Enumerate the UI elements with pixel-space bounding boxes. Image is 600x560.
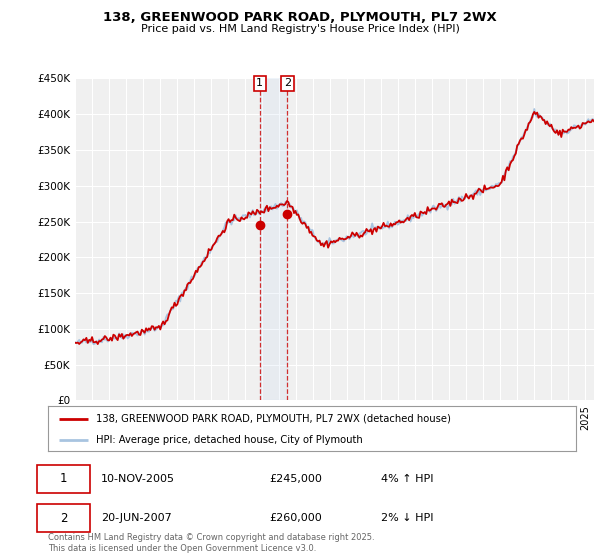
Text: Contains HM Land Registry data © Crown copyright and database right 2025.
This d: Contains HM Land Registry data © Crown c… xyxy=(48,533,374,553)
Text: HPI: Average price, detached house, City of Plymouth: HPI: Average price, detached house, City… xyxy=(95,435,362,445)
Text: £245,000: £245,000 xyxy=(270,474,323,484)
Text: 2% ↓ HPI: 2% ↓ HPI xyxy=(380,513,433,523)
Bar xyxy=(260,78,287,400)
Text: 20-JUN-2007: 20-JUN-2007 xyxy=(101,513,172,523)
Text: 4% ↑ HPI: 4% ↑ HPI xyxy=(380,474,433,484)
Text: 1: 1 xyxy=(256,78,263,88)
Text: 2: 2 xyxy=(284,78,291,88)
Text: 138, GREENWOOD PARK ROAD, PLYMOUTH, PL7 2WX (detached house): 138, GREENWOOD PARK ROAD, PLYMOUTH, PL7 … xyxy=(95,413,451,423)
Text: 10-NOV-2005: 10-NOV-2005 xyxy=(101,474,175,484)
Text: 1: 1 xyxy=(60,472,68,486)
FancyBboxPatch shape xyxy=(37,504,90,532)
Text: £260,000: £260,000 xyxy=(270,513,323,523)
Text: 138, GREENWOOD PARK ROAD, PLYMOUTH, PL7 2WX: 138, GREENWOOD PARK ROAD, PLYMOUTH, PL7 … xyxy=(103,11,497,24)
Text: Price paid vs. HM Land Registry's House Price Index (HPI): Price paid vs. HM Land Registry's House … xyxy=(140,24,460,34)
Text: 2: 2 xyxy=(60,511,68,525)
FancyBboxPatch shape xyxy=(37,465,90,493)
